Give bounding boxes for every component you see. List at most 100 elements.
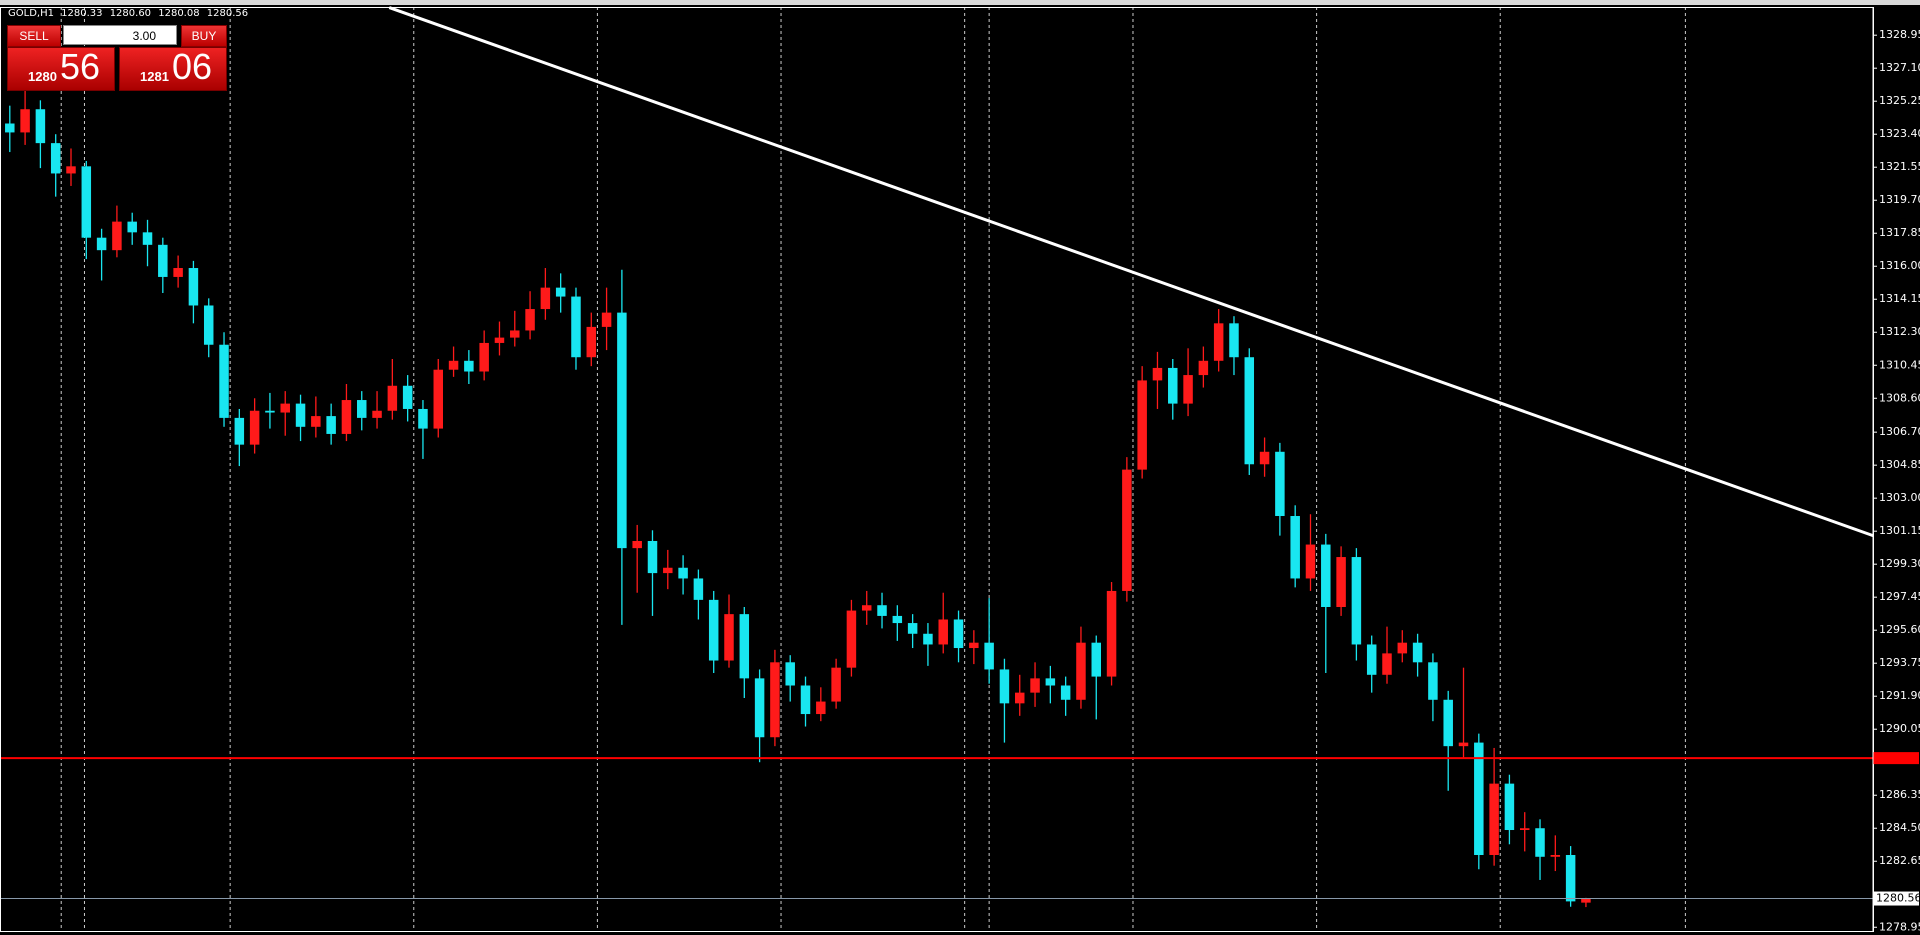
ohlc: 1280.08 xyxy=(158,8,200,19)
ohlc: 1280.56 xyxy=(206,8,249,19)
candle-body xyxy=(892,615,903,624)
y-tick-label: 1303.00 xyxy=(1879,491,1920,504)
candle-body xyxy=(1183,375,1193,404)
y-tick-label: 1328.95 xyxy=(1879,28,1920,41)
candle-body xyxy=(5,123,15,133)
candle-body xyxy=(1351,557,1362,645)
symbol: GOLD,H1 xyxy=(8,8,54,19)
sell-button[interactable]: SELL xyxy=(7,25,61,47)
candle-body xyxy=(112,221,122,251)
chart-header: GOLD,H1 1280.33 1280.60 1280.08 1280.56 xyxy=(8,8,252,19)
sell-price[interactable]: 1280 56 xyxy=(7,46,115,91)
buy-button[interactable]: BUY xyxy=(181,25,227,47)
bid-small: 56 xyxy=(60,46,101,87)
candle-body xyxy=(555,287,566,297)
candle-body xyxy=(464,360,474,372)
candle-body xyxy=(1412,642,1423,663)
y-tick-label: 1297.45 xyxy=(1879,590,1920,603)
candle-body xyxy=(617,312,627,549)
candle-body xyxy=(418,408,428,429)
candle-body xyxy=(1030,678,1040,693)
candle-body xyxy=(1443,699,1453,747)
candle-body xyxy=(984,642,994,670)
plot-frame xyxy=(0,7,1874,932)
candle-body xyxy=(877,605,887,616)
candle-body xyxy=(494,337,505,343)
candle-body xyxy=(1336,557,1346,608)
candle-body xyxy=(816,701,826,715)
candle-body xyxy=(234,417,245,445)
one-click-panel: SELL 3.00 BUY 1280 56 1281 06 xyxy=(7,25,227,91)
candle-body xyxy=(846,610,857,668)
candle-body xyxy=(1137,380,1147,470)
y-tick-label: 1278.95 xyxy=(1879,920,1920,933)
candle-body xyxy=(831,667,841,702)
candle-body xyxy=(1122,469,1132,591)
candle-body xyxy=(1244,357,1255,465)
candle-body xyxy=(510,330,520,338)
candle-body xyxy=(1366,644,1377,675)
y-tick-label: 1312.30 xyxy=(1879,325,1920,338)
buy-price[interactable]: 1281 06 xyxy=(119,46,227,91)
candle-body xyxy=(142,232,153,245)
candle-body xyxy=(66,166,76,174)
candle-body xyxy=(678,567,688,579)
y-tick-label: 1284.50 xyxy=(1879,821,1920,834)
candle-body xyxy=(923,633,933,645)
candle-body xyxy=(1489,783,1499,855)
candle-body xyxy=(249,410,260,445)
candle-body xyxy=(663,567,673,574)
candle-body xyxy=(433,369,444,429)
candle-body xyxy=(311,416,321,427)
candle-body xyxy=(1428,662,1438,700)
candle-body xyxy=(173,268,183,277)
candle-body xyxy=(1290,516,1300,579)
candle-body xyxy=(280,403,290,413)
candle-body xyxy=(326,416,336,434)
candle-body xyxy=(1275,451,1285,517)
candle-body xyxy=(1229,323,1239,358)
candle-body xyxy=(1382,653,1392,675)
candle-body xyxy=(754,678,765,738)
candle-body xyxy=(693,578,704,600)
level-label-box xyxy=(1873,752,1919,765)
y-tick-label: 1317.85 xyxy=(1879,226,1920,239)
candle-body xyxy=(953,619,964,649)
candle-body xyxy=(203,305,214,345)
candle-body xyxy=(1076,642,1086,700)
ohlc: 1280.60 xyxy=(109,8,152,19)
candle-body xyxy=(219,344,229,418)
y-tick-label: 1290.05 xyxy=(1879,722,1920,735)
lots-input[interactable]: 3.00 xyxy=(63,25,177,45)
candle-body xyxy=(448,360,459,370)
y-tick-label: 1286.35 xyxy=(1879,788,1920,801)
candle-body xyxy=(1519,828,1530,831)
candle-body xyxy=(1015,692,1025,704)
candle-body xyxy=(647,540,658,574)
candle-body xyxy=(999,669,1010,704)
candle-body xyxy=(1259,451,1270,465)
candle-body xyxy=(861,605,872,611)
y-tick-label: 1293.75 xyxy=(1879,656,1920,669)
candle-body xyxy=(800,685,811,715)
candle-body xyxy=(20,109,30,133)
y-tick-label: 1295.60 xyxy=(1879,623,1920,636)
candle-body xyxy=(341,400,352,434)
candle-body xyxy=(601,312,612,327)
trendline xyxy=(388,6,1874,538)
candle-body xyxy=(81,166,92,238)
y-tick-label: 1321.55 xyxy=(1879,160,1920,173)
candle-body xyxy=(938,619,948,645)
bid-label-box xyxy=(1873,891,1919,906)
candle-body xyxy=(357,400,367,418)
candle-body xyxy=(1458,742,1469,747)
candle-body xyxy=(724,614,734,661)
candle-body xyxy=(1168,367,1178,404)
ask-big: 1281 xyxy=(140,69,169,84)
y-tick-label: 1310.45 xyxy=(1879,358,1920,371)
candle-body xyxy=(1504,783,1515,831)
y-tick-label: 1314.15 xyxy=(1879,292,1920,305)
candle-body xyxy=(50,143,61,174)
